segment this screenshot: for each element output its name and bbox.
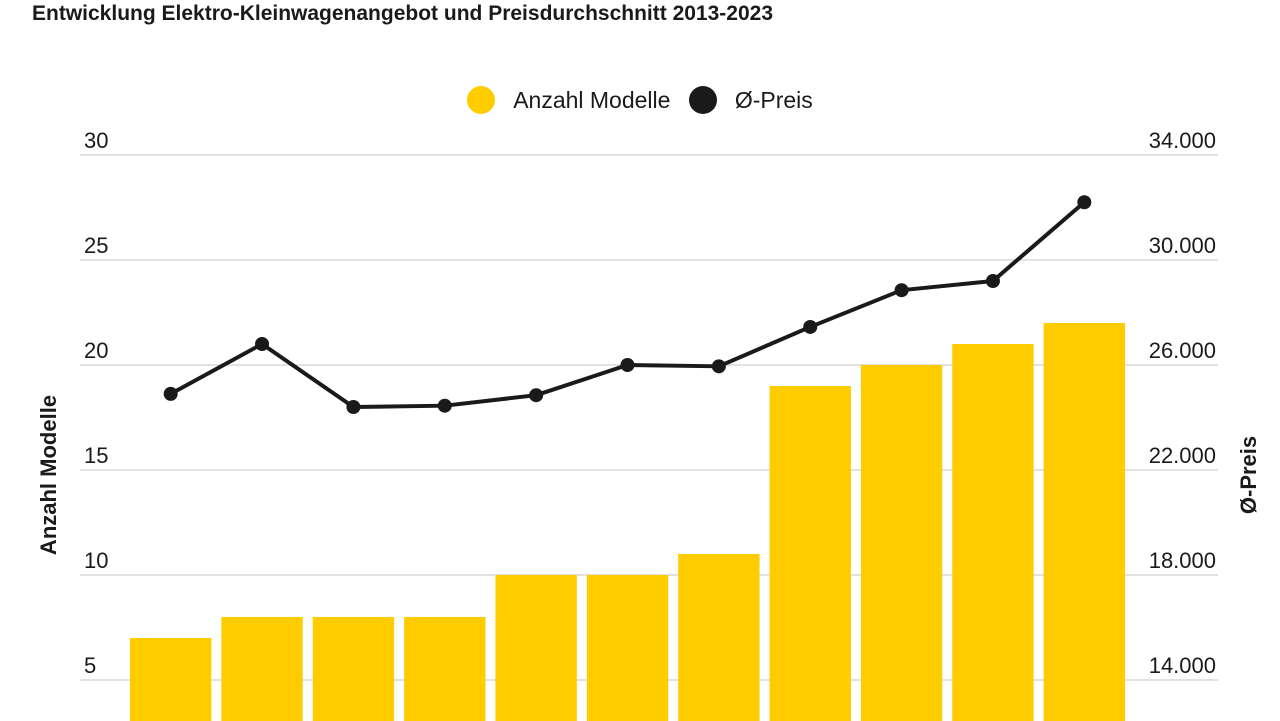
price-line-path <box>169 200 1086 409</box>
bar-2015[interactable] <box>312 617 395 721</box>
price-point-2019[interactable] <box>711 359 726 374</box>
bar-2017[interactable] <box>495 575 577 721</box>
price-point-2022[interactable] <box>985 274 1000 288</box>
left-tick-label: 15 <box>84 443 108 468</box>
left-tick-label: 20 <box>84 338 108 363</box>
price-line <box>163 195 1092 414</box>
right-tick-label: 14.000 <box>1149 653 1216 678</box>
price-point-2013[interactable] <box>163 386 178 401</box>
bar-2018[interactable] <box>586 575 669 721</box>
bar-2023[interactable] <box>1043 323 1125 721</box>
price-point-2018[interactable] <box>620 358 635 372</box>
price-point-2015[interactable] <box>346 400 361 414</box>
left-tick-label: 10 <box>84 548 108 573</box>
bar-2022[interactable] <box>952 344 1034 721</box>
price-point-2023[interactable] <box>1077 195 1092 210</box>
chart-title: Entwicklung Elektro-Kleinwagenangebot un… <box>32 2 773 25</box>
right-axis-ticks: 14.000 18.000 22.000 26.000 30.000 34.000 <box>1149 128 1216 678</box>
right-tick-label: 34.000 <box>1149 128 1216 153</box>
price-point-2017[interactable] <box>529 388 544 403</box>
legend-item-anzahl-modelle[interactable]: Anzahl Modelle <box>467 86 670 114</box>
legend: Anzahl Modelle Ø-Preis <box>0 86 1280 120</box>
right-tick-label: 26.000 <box>1149 338 1216 363</box>
price-point-2016[interactable] <box>437 398 452 413</box>
price-point-2014[interactable] <box>255 337 270 351</box>
legend-label-anzahl-modelle: Anzahl Modelle <box>513 86 671 113</box>
bar-2013[interactable] <box>130 638 212 721</box>
left-axis-ticks: 5 10 15 20 25 30 <box>84 128 108 678</box>
left-tick-label: 25 <box>84 233 108 258</box>
price-point-2021[interactable] <box>894 283 909 298</box>
bar-2021[interactable] <box>860 365 943 721</box>
bar-2014[interactable] <box>221 617 303 721</box>
legend-swatch-anzahl-modelle <box>467 86 496 114</box>
right-tick-label: 30.000 <box>1149 233 1216 258</box>
legend-item-preis[interactable]: Ø-Preis <box>688 86 813 114</box>
right-tick-label: 22.000 <box>1149 443 1216 468</box>
legend-label-preis: Ø-Preis <box>734 86 813 113</box>
bar-2020[interactable] <box>769 386 851 721</box>
bar-2019[interactable] <box>678 554 760 721</box>
right-tick-label: 18.000 <box>1149 548 1216 573</box>
price-point-2020[interactable] <box>803 319 818 334</box>
right-axis-label: Ø-Preis <box>1236 436 1261 514</box>
left-tick-label: 30 <box>84 128 108 153</box>
left-tick-label: 5 <box>84 653 96 678</box>
legend-swatch-preis <box>688 86 717 114</box>
bars <box>130 323 1125 721</box>
left-axis-label: Anzahl Modelle <box>36 395 61 555</box>
bar-2016[interactable] <box>404 617 486 721</box>
